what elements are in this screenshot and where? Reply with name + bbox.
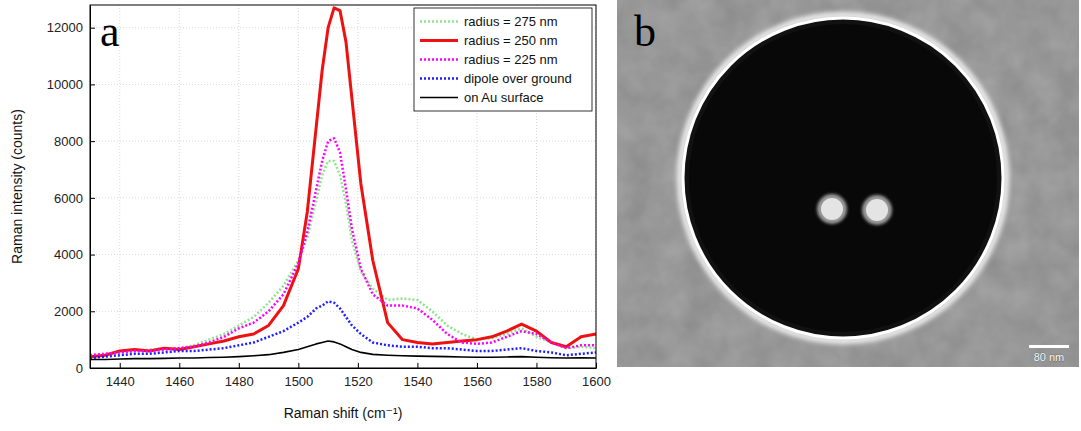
- legend: radius = 275 nm radius = 250 nm radius = 2…: [414, 8, 592, 111]
- x-tick-label: 1520: [344, 374, 373, 389]
- plot-background: [90, 5, 596, 368]
- scale-bar-label: 80 nm: [1034, 351, 1065, 363]
- grid: [90, 5, 596, 368]
- y-axis-title: Raman intensity (counts): [9, 109, 25, 264]
- nanodisk: [866, 199, 888, 221]
- y-tick: 12000: [47, 20, 95, 35]
- y-tick-mark: [90, 311, 95, 312]
- x-tick-mark: [298, 363, 299, 368]
- x-tick-label: 1440: [106, 374, 135, 389]
- nanodisk-halo: [862, 195, 892, 225]
- y-tick-label: 10000: [47, 77, 83, 92]
- x-tick: 1460: [165, 363, 194, 389]
- x-tick-mark: [239, 363, 240, 368]
- x-tick: 1540: [403, 363, 432, 389]
- grid-line-x: [238, 5, 239, 368]
- grid-line-x: [179, 5, 180, 368]
- y-tick-label: 8000: [54, 134, 83, 149]
- y-tick-mark: [90, 198, 95, 199]
- y-tick-label: 6000: [54, 191, 83, 206]
- panel-label: a: [100, 7, 120, 56]
- grid-line-y: [90, 254, 596, 255]
- disk-rim: [683, 18, 1003, 338]
- figure: 1440 1460 1480 1500 1520 1540 1560 1580 1600 0 200…: [0, 0, 1081, 431]
- legend-swatch: [420, 20, 458, 23]
- legend-label: radius = 225 nm: [464, 52, 558, 67]
- x-tick-label: 1540: [403, 374, 432, 389]
- y-tick-label: 12000: [47, 20, 83, 35]
- x-tick-label: 1560: [463, 374, 492, 389]
- y-tick-label: 4000: [54, 247, 83, 262]
- legend-swatch: [420, 58, 458, 61]
- x-tick-mark: [536, 363, 537, 368]
- y-tick-mark: [90, 255, 95, 256]
- series-line: [90, 341, 596, 359]
- legend-label: radius = 275 nm: [464, 14, 558, 29]
- y-tick-label: 0: [76, 361, 83, 376]
- image-background: [617, 0, 1079, 367]
- x-tick-label: 1480: [225, 374, 254, 389]
- x-tick-mark: [417, 363, 418, 368]
- grid-line-x: [357, 5, 358, 368]
- sem-image: [617, 0, 1079, 367]
- nanodisk: [821, 198, 843, 220]
- legend-swatch: [420, 77, 458, 80]
- series-line: [90, 301, 596, 358]
- legend-label: on Au surface: [464, 90, 544, 105]
- x-tick: 1520: [344, 363, 373, 389]
- legend-box: [414, 8, 592, 111]
- x-axis-title: Raman shift (cm⁻¹): [284, 405, 403, 421]
- grid-line-y: [90, 141, 596, 142]
- grid-line-x: [119, 5, 120, 368]
- y-tick: 10000: [47, 77, 95, 92]
- legend-label: dipole over ground: [464, 71, 572, 86]
- x-tick-label: 1460: [165, 374, 194, 389]
- disk-inner: [689, 24, 997, 332]
- series-line: [90, 8, 596, 357]
- series-lines: [90, 8, 596, 360]
- x-tick: 1480: [225, 363, 254, 389]
- y-tick: 8000: [54, 134, 95, 149]
- disk-halo: [680, 15, 1006, 341]
- x-tick-mark: [120, 363, 121, 368]
- grid-line-y: [90, 197, 596, 198]
- x-tick: 1440: [106, 363, 135, 389]
- series-line: [90, 138, 596, 355]
- legend-swatch: [420, 39, 458, 42]
- y-tick-mark: [90, 84, 95, 85]
- x-tick: 1500: [284, 363, 313, 389]
- x-tick-mark: [358, 363, 359, 368]
- x-tick: 1560: [463, 363, 492, 389]
- y-tick-mark: [90, 141, 95, 142]
- x-tick-label: 1500: [284, 374, 313, 389]
- x-tick-label: 1580: [523, 374, 552, 389]
- y-tick: 4000: [54, 247, 95, 262]
- scale-bar: [1029, 345, 1069, 348]
- legend-label: radius = 250 nm: [464, 33, 558, 48]
- y-tick: 6000: [54, 191, 95, 206]
- x-tick-mark: [179, 363, 180, 368]
- legend-swatch: [420, 97, 458, 99]
- image-texture: [617, 0, 1079, 367]
- x-tick-label: 1600: [582, 374, 611, 389]
- x-tick: 1580: [523, 363, 552, 389]
- grid-line-x: [298, 5, 299, 368]
- y-tick-mark: [90, 28, 95, 29]
- plot-frame: [90, 5, 596, 368]
- y-axis: 0 2000 4000 6000 8000 10000 12000: [47, 6, 95, 376]
- panel-label: b: [634, 7, 656, 56]
- y-tick: 2000: [54, 304, 95, 319]
- y-tick-label: 2000: [54, 304, 83, 319]
- x-tick-mark: [477, 363, 478, 368]
- x-axis: 1440 1460 1480 1500 1520 1540 1560 1580 1600: [91, 363, 611, 389]
- nanodisk-halo: [817, 194, 847, 224]
